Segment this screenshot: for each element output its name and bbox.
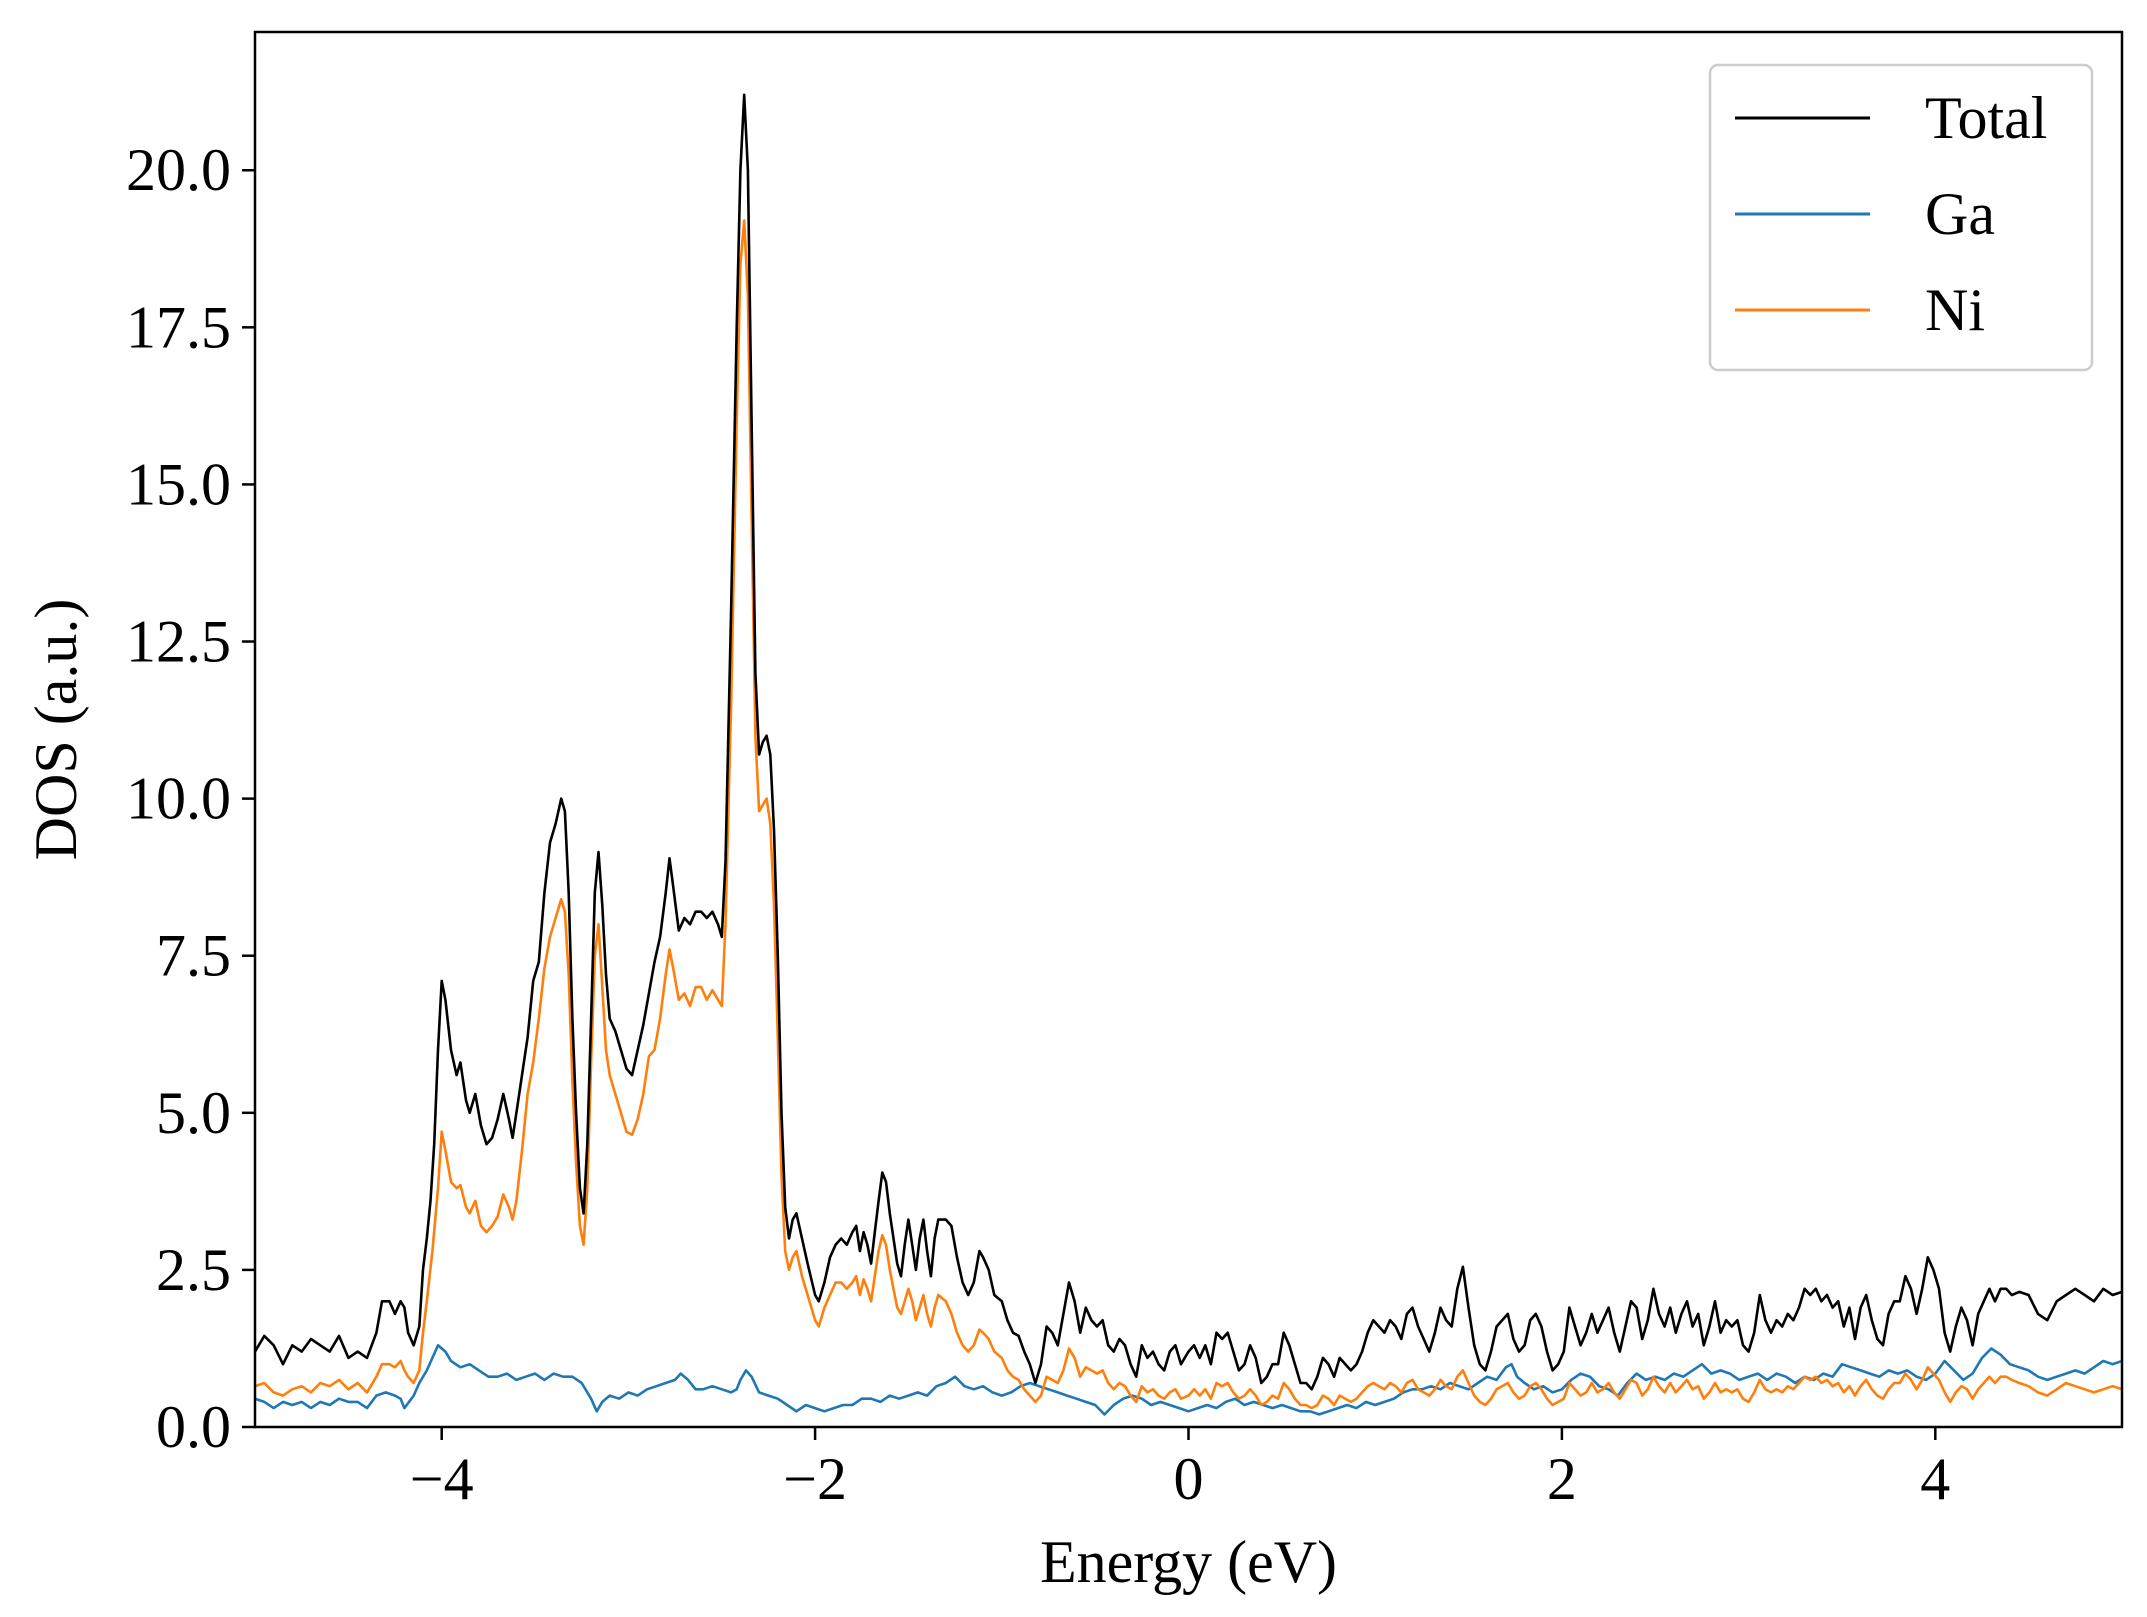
series-line-ga: [255, 1344, 2122, 1416]
y-tick-label: 15.0: [126, 451, 231, 517]
y-tick-label: 12.5: [126, 609, 231, 675]
legend-label-ga: Ga: [1925, 181, 1995, 247]
x-tick-label: 2: [1547, 1446, 1577, 1512]
x-tick-label: 4: [1920, 1446, 1950, 1512]
y-axis: 0.0 2.5 5.0 7.5 10.0 12.5 15.0 17.5 20.0: [126, 137, 255, 1460]
y-tick-label: 5.0: [156, 1080, 231, 1146]
legend: Total Ga Ni: [1708, 63, 2094, 372]
x-tick-label: −4: [410, 1446, 474, 1512]
legend-box: [1708, 63, 2094, 372]
y-tick-label: 0.0: [156, 1394, 231, 1460]
y-axis-title: DOS (a.u.): [23, 599, 89, 861]
series-line-total: [255, 93, 2122, 1391]
y-tick-label: 10.0: [126, 766, 231, 832]
y-tick-label: 2.5: [156, 1237, 231, 1303]
legend-label-total: Total: [1925, 85, 2047, 151]
y-tick-label: 7.5: [156, 923, 231, 989]
x-tick-label: −2: [783, 1446, 847, 1512]
x-axis: −4 −2 0 2 4: [410, 1427, 1950, 1512]
legend-label-ni: Ni: [1925, 277, 1985, 343]
x-axis-title: Energy (eV): [1040, 1529, 1337, 1595]
y-tick-label: 20.0: [126, 137, 231, 203]
series-line-ni: [255, 219, 2122, 1410]
y-tick-label: 17.5: [126, 294, 231, 360]
series-layer: [255, 93, 2122, 1416]
x-tick-label: 0: [1174, 1446, 1204, 1512]
